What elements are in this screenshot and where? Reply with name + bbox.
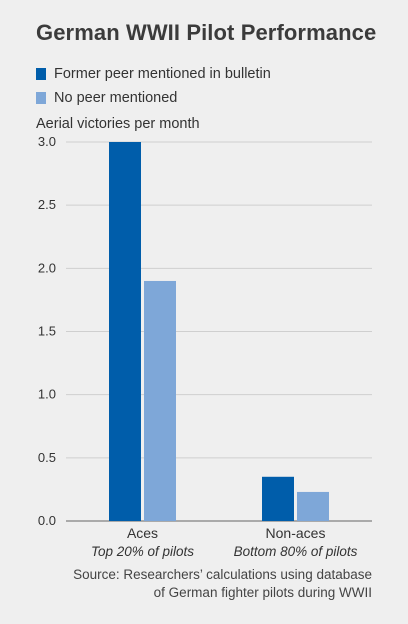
bar-non-aces-series-0 <box>262 476 294 521</box>
y-tick-label: 0.0 <box>38 513 56 528</box>
legend-swatch-series-0 <box>36 68 46 80</box>
x-category-sublabel: Top 20% of pilots <box>91 544 194 559</box>
legend-label-series-0: Former peer mentioned in bulletin <box>54 66 271 82</box>
legend-swatch-series-1 <box>36 92 46 104</box>
y-tick-label: 2.5 <box>38 197 56 212</box>
y-tick-label: 1.5 <box>38 324 56 339</box>
legend-item-series-1: No peer mentioned <box>36 86 271 110</box>
x-category-label: Non-aces <box>266 525 326 541</box>
source-note: Source: Researchers’ calculations using … <box>0 566 372 602</box>
x-category-sublabel: Bottom 80% of pilots <box>234 544 358 559</box>
legend-item-series-0: Former peer mentioned in bulletin <box>36 62 271 86</box>
legend-label-series-1: No peer mentioned <box>54 90 178 106</box>
source-line-1: Source: Researchers’ calculations using … <box>73 567 372 582</box>
bar-non-aces-series-1 <box>297 491 329 521</box>
chart-title: German WWII Pilot Performance <box>36 20 377 45</box>
bar-aces-series-0 <box>109 142 141 521</box>
y-axis-label: Aerial victories per month <box>36 116 200 132</box>
y-tick-label: 1.0 <box>38 387 56 402</box>
y-tick-label: 3.0 <box>38 134 56 149</box>
legend: Former peer mentioned in bulletin No pee… <box>36 62 271 110</box>
x-category-label: Aces <box>127 525 158 541</box>
y-tick-label: 2.0 <box>38 260 56 275</box>
source-line-2: of German fighter pilots during WWII <box>153 585 372 600</box>
bar-aces-series-1 <box>144 280 176 521</box>
y-tick-label: 0.5 <box>38 450 56 465</box>
